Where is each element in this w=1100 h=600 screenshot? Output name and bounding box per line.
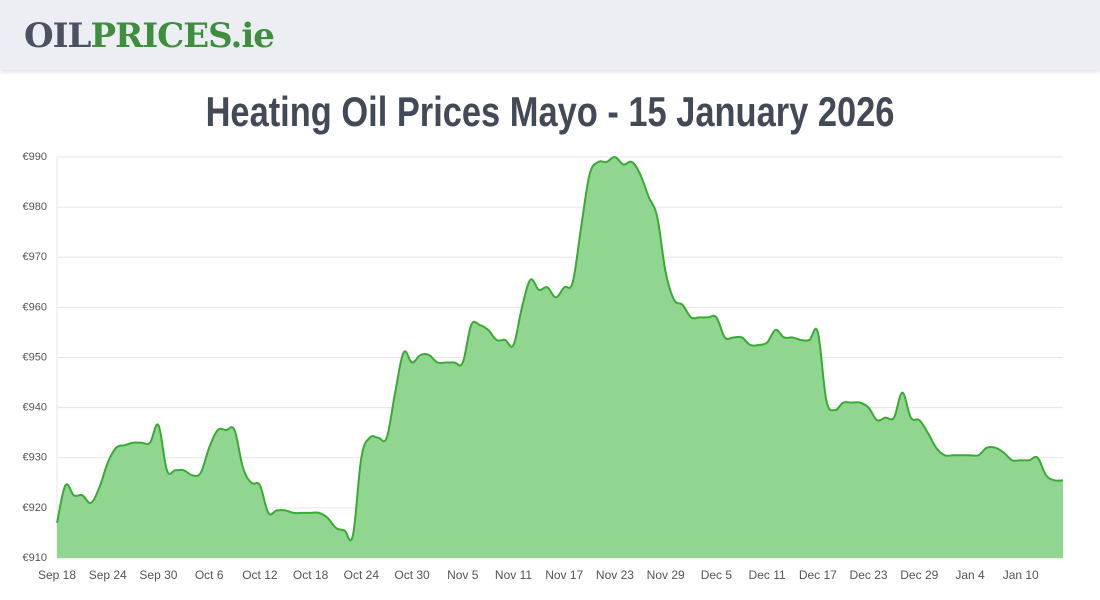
logo-text: OIL [24,16,91,56]
x-tick-label: Nov 17 [545,568,583,582]
logo-text: PRICES.ie [90,16,274,56]
x-tick-label: Nov 11 [495,568,532,582]
logo[interactable]: OILPRICES.ie [24,16,275,56]
x-tick-label: Nov 23 [596,568,634,582]
y-tick-label: €990 [23,151,47,163]
y-tick-label: €950 [23,351,47,363]
area [57,156,1063,559]
x-tick-label: Oct 6 [195,568,224,582]
x-tick-label: Nov 5 [447,568,479,582]
x-tick-label: Dec 17 [799,568,837,582]
x-tick-label: Oct 30 [394,568,430,582]
x-tick-label: Oct 12 [242,568,278,582]
x-tick-label: Sep 18 [38,568,76,582]
y-tick-label: €980 [23,201,47,213]
y-tick-label: €940 [23,402,47,414]
line [56,155,1064,542]
x-tick-label: Nov 29 [647,568,685,582]
x-tick-label: Sep 30 [139,568,177,582]
x-tick-label: Sep 24 [89,568,127,582]
y-tick-label: €920 [23,502,47,514]
x-tick-label: Oct 24 [344,568,380,582]
y-tick-label: €910 [23,552,47,564]
x-tick-label: Jan 10 [1003,568,1039,582]
y-tick-label: €960 [23,301,47,313]
x-tick-label: Dec 29 [900,568,938,582]
header: OILPRICES.ie [0,0,1100,70]
chart-title: Heating Oil Prices Mayo - 15 January 202… [206,89,895,136]
y-tick-label: €970 [23,251,47,263]
x-tick-label: Dec 11 [749,568,786,582]
y-tick-label: €930 [23,452,47,464]
x-tick-label: Jan 4 [955,568,985,582]
x-tick-label: Dec 23 [850,568,888,582]
x-tick-label: Oct 18 [293,568,329,582]
x-tick-label: Dec 5 [701,568,733,582]
